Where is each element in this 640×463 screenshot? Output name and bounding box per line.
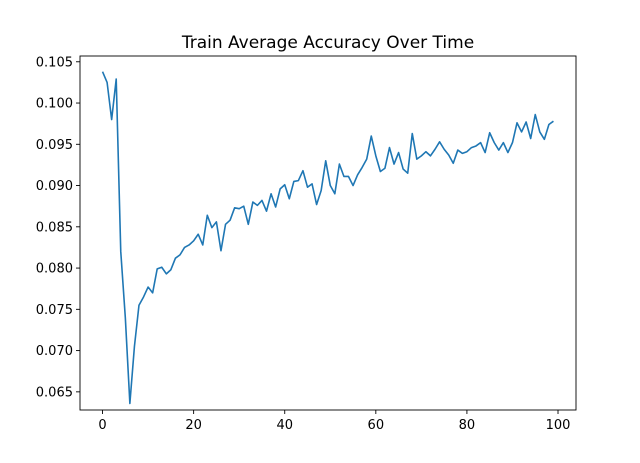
x-tick-label: 0: [98, 418, 106, 433]
y-axis: 0.065 0.070 0.075 0.080 0.085 0.090 0.095 0.100…: [36, 55, 80, 400]
x-tick-label: 40: [276, 418, 293, 433]
y-tick-label: 0.095: [36, 138, 73, 153]
x-tick-label: 100: [546, 418, 571, 433]
y-tick-label: 0.085: [36, 220, 73, 235]
y-tick-label: 0.090: [36, 179, 73, 194]
axes-frame: [79, 55, 577, 411]
y-tick-label: 0.105: [36, 55, 73, 70]
y-tick-label: 0.100: [36, 97, 73, 112]
x-tick-label: 60: [368, 418, 385, 433]
x-axis: 0 20 40 60 80 100: [98, 410, 570, 433]
y-tick-label: 0.065: [36, 385, 73, 400]
y-tick-label: 0.080: [36, 262, 73, 277]
x-tick-label: 20: [185, 418, 202, 433]
y-tick-label: 0.070: [36, 344, 73, 359]
plot-area: [101, 71, 554, 405]
x-tick-label: 80: [459, 418, 476, 433]
y-tick-label: 0.075: [36, 303, 73, 318]
series-line: [101, 71, 554, 405]
chart-title: Train Average Accuracy Over Time: [181, 33, 474, 53]
